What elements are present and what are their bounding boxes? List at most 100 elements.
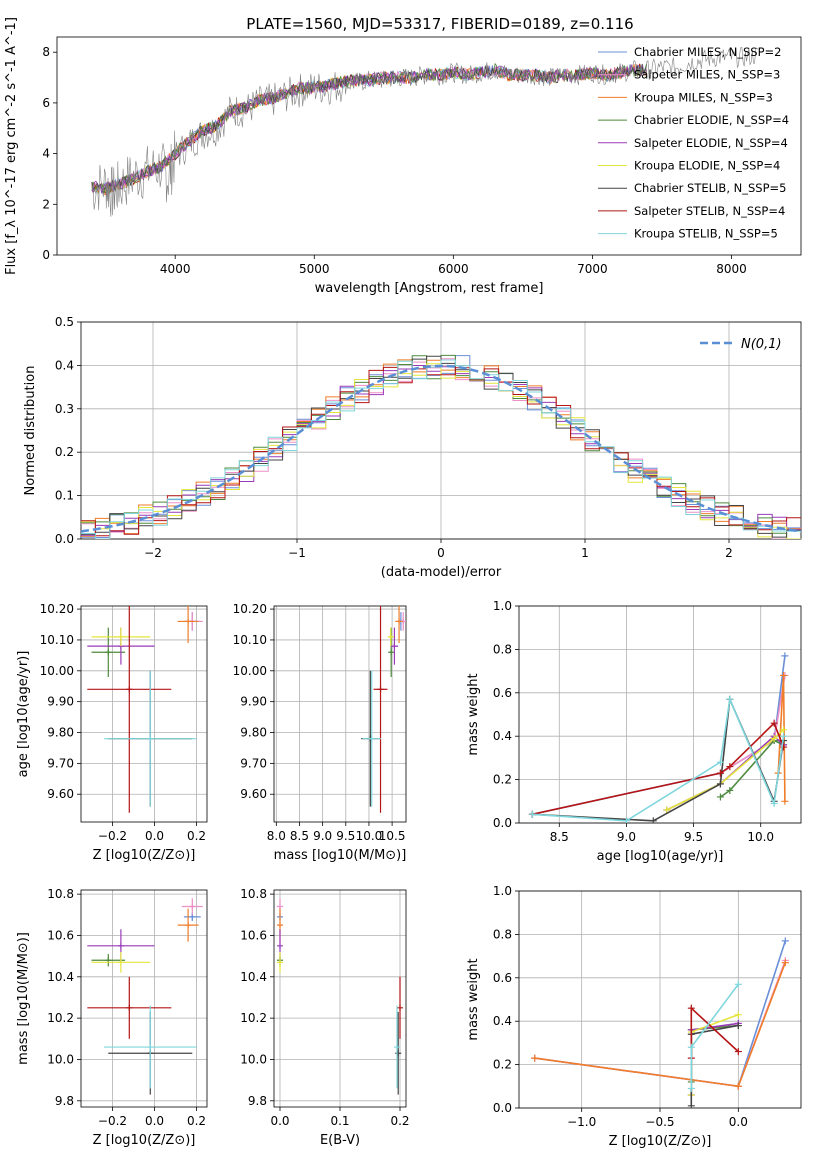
point-marker <box>649 817 657 823</box>
point-marker <box>185 618 192 625</box>
weight_vs_Z-lines <box>531 937 789 1108</box>
gaussian-curve <box>81 364 801 533</box>
age_vs_mass-points <box>361 606 406 813</box>
tick-label-x: 9.0 <box>617 830 636 844</box>
tick-label-x: 8.0 <box>267 829 286 843</box>
tick-label-y: 0.3 <box>55 402 74 416</box>
tick-label-x: 8.5 <box>550 830 569 844</box>
tick-label-y: 0.0 <box>55 532 74 546</box>
tick-label-y: 9.8 <box>55 1094 74 1108</box>
axes-frame <box>80 889 208 1108</box>
hist-series-5 <box>81 363 801 539</box>
tick-label-x: 8000 <box>716 262 747 276</box>
point-marker <box>770 734 778 742</box>
point-marker <box>117 959 124 966</box>
point-marker <box>622 817 630 823</box>
point-marker <box>388 649 395 656</box>
tick-label-y: 0 <box>42 248 50 262</box>
point-marker <box>395 1050 402 1057</box>
axes-frame <box>80 321 802 540</box>
chart-age_vs_Z: −0.2 0.0 0.2 9.60 9.70 9.80 9.90 10.00 10.10 10.2… <box>16 602 208 863</box>
point-marker <box>189 903 196 910</box>
point-marker <box>734 980 742 988</box>
tick-label-y: 10.10 <box>40 633 74 647</box>
weight-line-6 <box>532 696 785 822</box>
weight-line-3 <box>719 739 784 798</box>
point-marker <box>780 671 788 679</box>
legend-label: Chabrier MILES, N_SSP=2 <box>634 45 781 59</box>
tick-label-y: 9.60 <box>240 787 267 801</box>
tick-label-y: 10.6 <box>47 928 74 942</box>
tick-label-x: 6000 <box>438 262 469 276</box>
tick-label-x: 7000 <box>577 262 608 276</box>
weight-line-4 <box>690 1022 739 1095</box>
point-marker <box>780 726 788 734</box>
tick-label-y: 10.20 <box>233 602 267 616</box>
hist-series-8 <box>81 359 801 539</box>
point-marker <box>105 649 112 656</box>
point-marker <box>716 780 724 788</box>
weight-line-0 <box>532 655 786 816</box>
axis-label-y: age [log10(age/yr)] <box>16 651 31 778</box>
point-marker <box>687 1084 695 1092</box>
axis-label-y: Normed distribution <box>23 366 38 496</box>
point-marker <box>734 1022 742 1030</box>
legend-label: Kroupa MILES, N_SSP=3 <box>634 90 773 104</box>
axis-label-x: Z [log10(Z/Z⊙)] <box>609 1134 712 1149</box>
tick-label-y: 9.70 <box>240 756 267 770</box>
tick-label-x: 0.0 <box>145 1114 164 1128</box>
legend-label: Chabrier ELODIE, N_SSP=4 <box>634 113 789 127</box>
legend-label: Chabrier STELIB, N_SSP=5 <box>634 181 786 195</box>
tick-label-x: −1 <box>288 546 306 560</box>
tick-label-y: 10.0 <box>47 1052 74 1066</box>
tick-label-y: 1.0 <box>493 599 512 613</box>
tick-label-y: 10.00 <box>40 664 74 678</box>
point-marker <box>770 719 778 727</box>
mass_vs_EBV-points <box>277 898 403 1095</box>
axis-label-x: wavelength [Angstrom, rest frame] <box>315 281 544 296</box>
data-spectrum-line <box>91 47 759 217</box>
tick-label-x: 5000 <box>299 262 330 276</box>
tick-label-y: 1.0 <box>493 884 512 898</box>
hist-series-7 <box>81 366 801 537</box>
tick-label-y: 9.90 <box>47 695 74 709</box>
point-marker <box>687 1004 695 1012</box>
tick-label-x: 10.0 <box>356 829 383 843</box>
axis-label-x: Z [log10(Z/Z⊙)] <box>93 1133 196 1148</box>
tick-label-x: −1.0 <box>567 1115 596 1129</box>
mass_vs_Z-points <box>87 898 203 1095</box>
point-marker <box>716 758 724 766</box>
legend: Chabrier MILES, N_SSP=2 Salpeter MILES, N… <box>598 45 789 241</box>
weight-line-3 <box>690 1024 739 1082</box>
point-marker <box>277 959 283 966</box>
tick-label-y: 0.8 <box>493 642 512 656</box>
axis-label-y: Flux [f_λ 10^-17 erg cm^-2 s^-1 A^-1] <box>4 17 19 275</box>
tick-label-y: 8 <box>42 45 50 59</box>
weight-line-8 <box>532 696 785 822</box>
tick-label-x: 9.5 <box>684 830 703 844</box>
chart-age_vs_mass: 8.0 8.5 9.0 9.5 10.010.5 9.60 9.70 9.80 9.90 10.0… <box>233 602 407 863</box>
chart-residuals: −2 −1 0 1 2 0.0 0.1 0.2 0.3 0.4 0.5 (data-model)/er… <box>23 315 802 580</box>
axes-frame <box>56 36 802 256</box>
point-marker <box>726 786 734 794</box>
model-line-4 <box>91 63 647 195</box>
tick-label-y: 0.4 <box>493 1014 512 1028</box>
tick-label-y: 9.8 <box>248 1094 267 1108</box>
point-marker <box>716 793 724 801</box>
tick-label-y: 0.4 <box>55 358 74 372</box>
model-line-8 <box>91 64 647 195</box>
point-marker <box>117 942 124 949</box>
point-marker <box>687 1043 695 1051</box>
point-marker <box>117 633 124 640</box>
tick-label-y: 10.4 <box>240 970 267 984</box>
tick-label-x: −0.5 <box>645 1115 674 1129</box>
tick-label-y: 0.2 <box>493 1058 512 1072</box>
tick-label-y: 10.8 <box>240 887 267 901</box>
tick-label-y: 0.0 <box>493 816 512 830</box>
tick-label-y: 0.2 <box>493 773 512 787</box>
point-marker <box>781 937 789 945</box>
chart-spectrum: 4000 5000 6000 7000 8000 0 2 4 6 8 wavelength [Ang… <box>4 17 802 296</box>
tick-label-y: 10.10 <box>233 633 267 647</box>
tick-label-x: 9.0 <box>313 829 332 843</box>
point-marker <box>734 1082 742 1090</box>
